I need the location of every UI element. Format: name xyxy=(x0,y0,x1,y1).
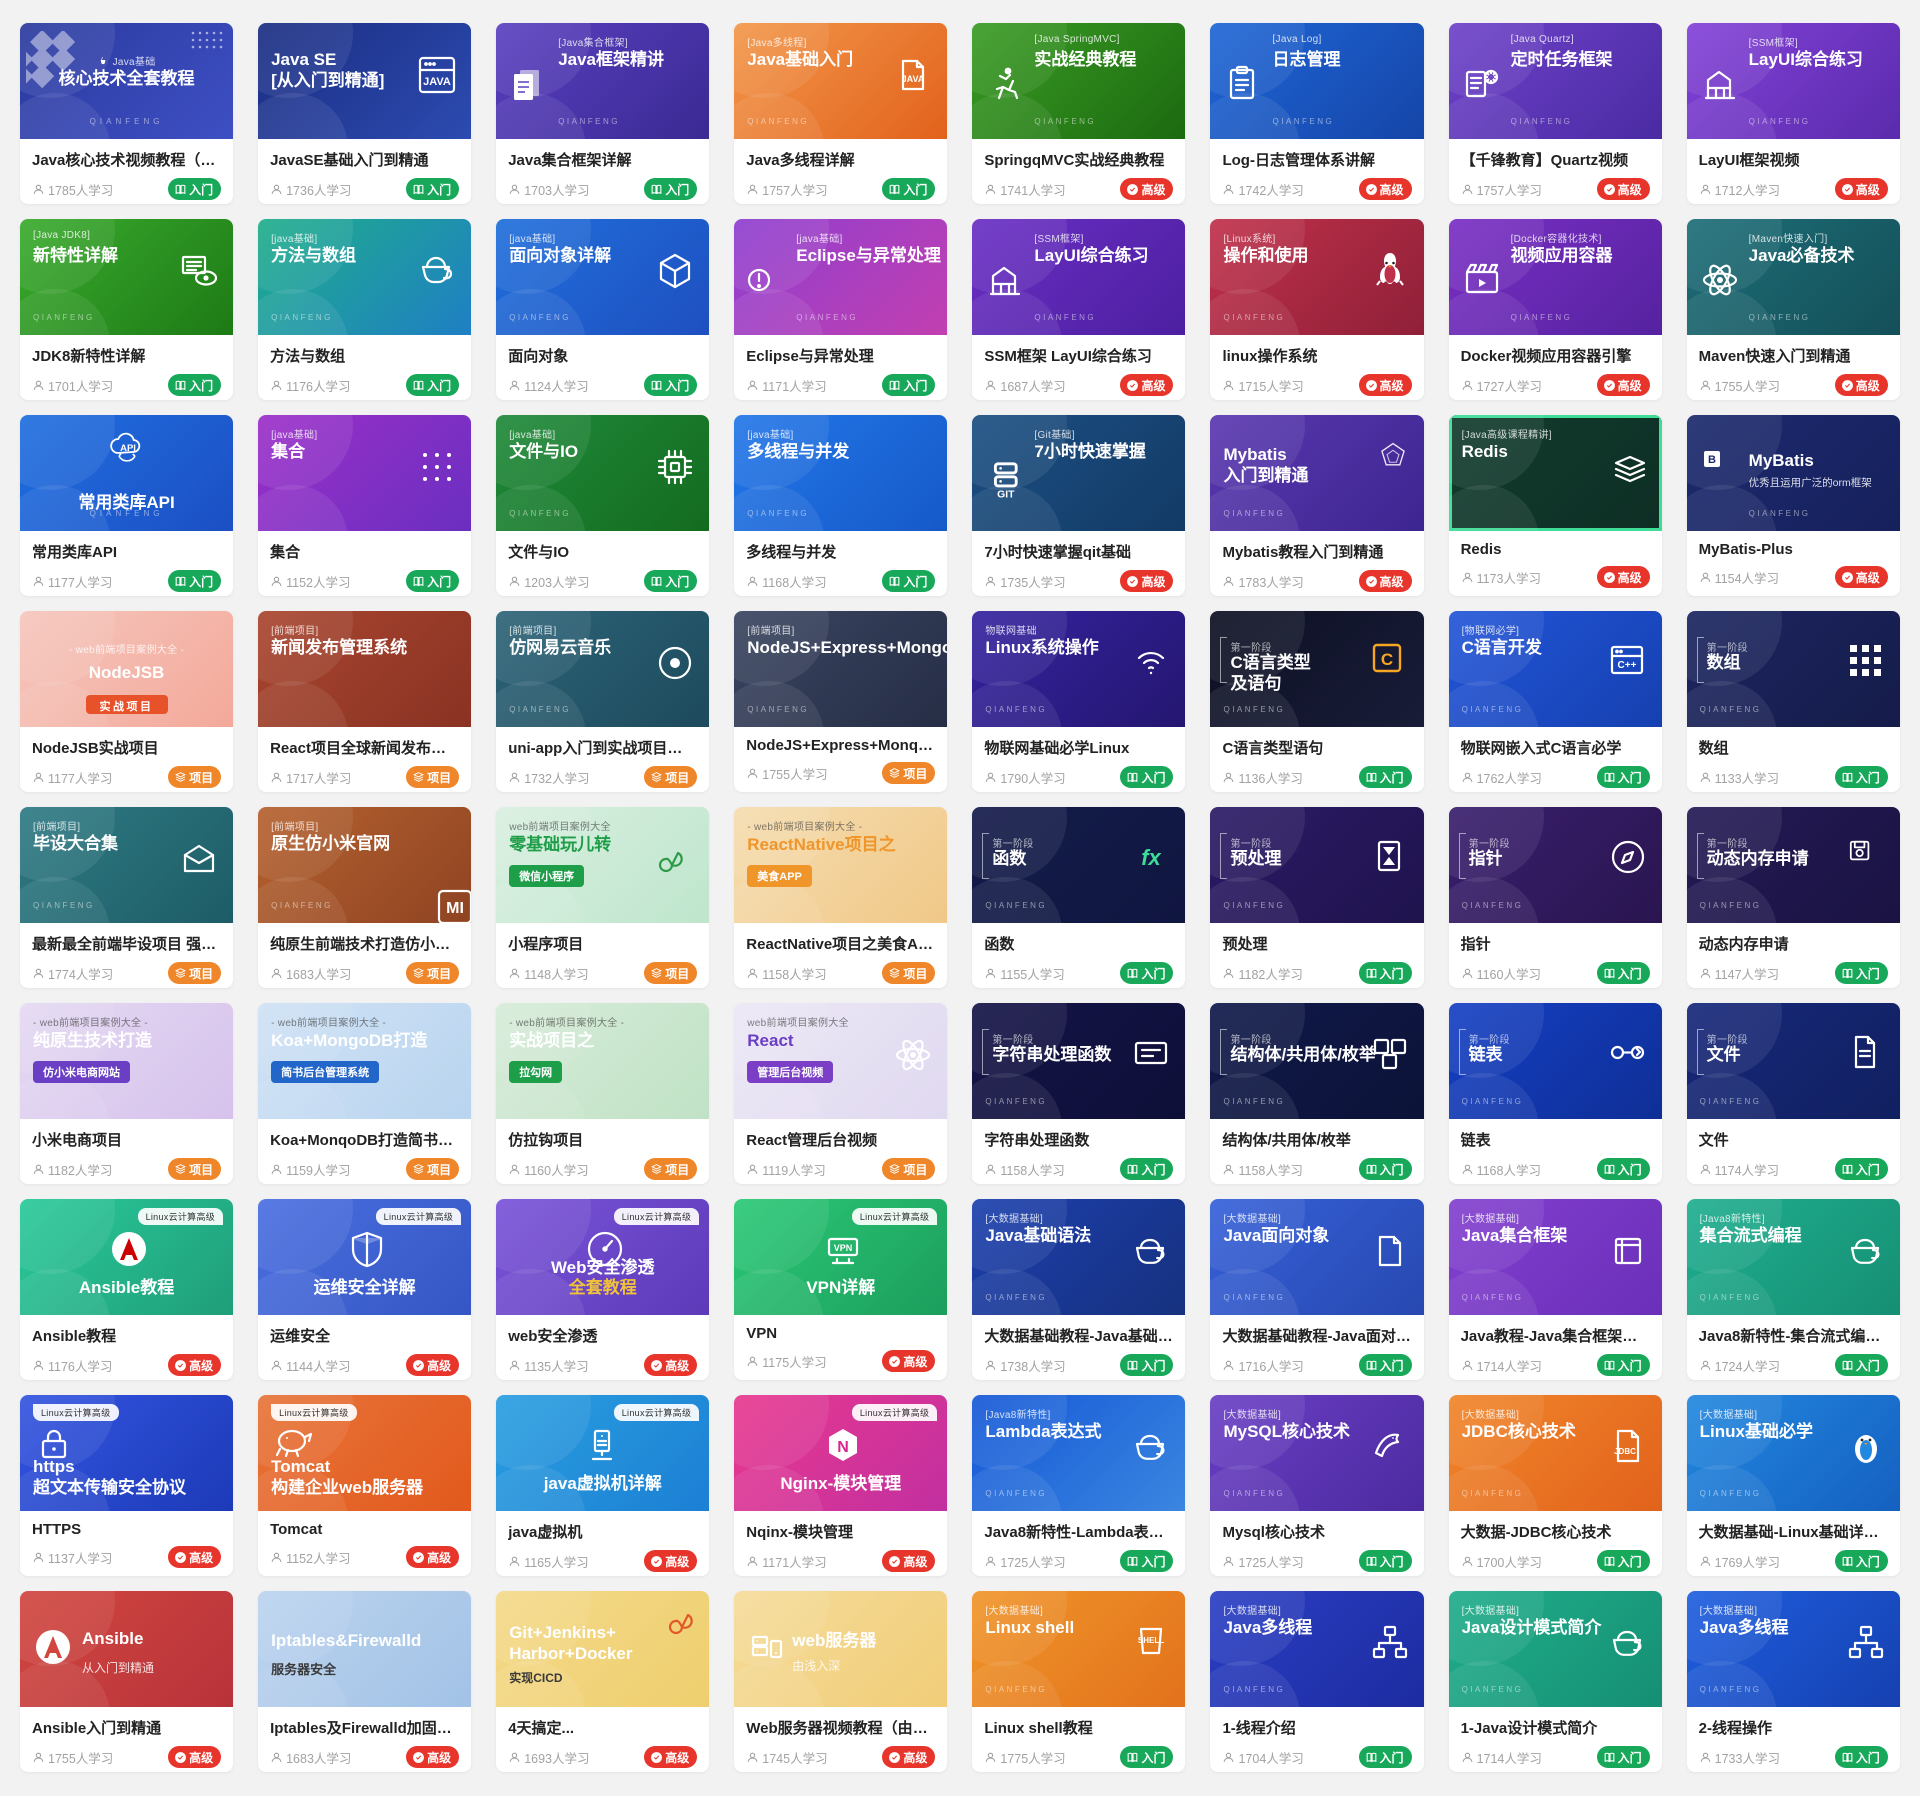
svg-text:MI: MI xyxy=(446,900,464,917)
svg-text:VPN: VPN xyxy=(834,1243,853,1253)
svg-text:API: API xyxy=(120,443,136,454)
svg-text:B: B xyxy=(1708,454,1716,466)
svg-text:GIT: GIT xyxy=(998,490,1016,501)
svg-text:N: N xyxy=(837,1439,849,1456)
svg-text:C++: C++ xyxy=(1617,660,1636,671)
svg-text:JAVA: JAVA xyxy=(902,74,925,84)
svg-text:JDBC: JDBC xyxy=(1614,1447,1636,1456)
